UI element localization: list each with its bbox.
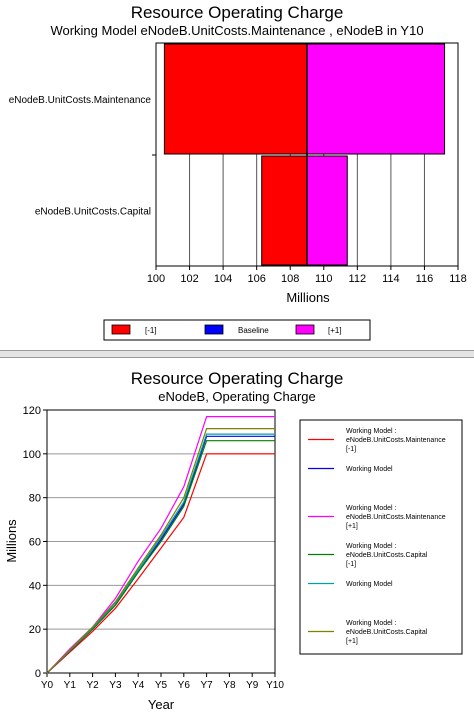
series-line bbox=[46, 427, 275, 674]
x-tick-label: Y7 bbox=[200, 680, 213, 691]
x-tick-label: Y10 bbox=[266, 680, 284, 691]
x-axis-label: Year bbox=[148, 697, 175, 712]
panel-divider[interactable] bbox=[0, 350, 474, 358]
series-line bbox=[46, 453, 275, 674]
legend-label: Working Model : eNodeB.UnitCosts.Maintena… bbox=[346, 428, 446, 453]
x-tick-label: Y1 bbox=[64, 680, 77, 691]
x-tick-label: Y8 bbox=[223, 680, 236, 691]
x-tick-label: Y0 bbox=[41, 680, 54, 691]
bar-plus bbox=[306, 43, 446, 155]
x-tick-label: Y5 bbox=[155, 680, 168, 691]
legend-label: Working Model : eNodeB.UnitCosts.Capital [… bbox=[346, 543, 428, 568]
y-tick-label: 120 bbox=[23, 405, 41, 417]
x-axis-label: Millions bbox=[286, 290, 330, 305]
x-tick-label: 118 bbox=[449, 273, 467, 285]
x-tick-label: 108 bbox=[281, 273, 299, 285]
x-tick-label: 116 bbox=[416, 273, 434, 285]
x-tick-label: 100 bbox=[147, 273, 165, 285]
legend-label-line: [-1] bbox=[346, 446, 356, 453]
x-tick-label: 114 bbox=[382, 273, 400, 285]
chart-subtitle: eNodeB, Operating Charge bbox=[158, 389, 316, 404]
tornado-chart: eNodeB.UnitCosts.Maintenance eNodeB.UnitC… bbox=[9, 42, 467, 341]
legend-label-line: Working Model : bbox=[346, 505, 397, 512]
y-axis-label: Millions bbox=[4, 519, 19, 563]
series-line bbox=[46, 415, 275, 674]
legend-swatch bbox=[204, 324, 224, 335]
chart-title: Resource Operating Charge bbox=[130, 369, 344, 388]
x-tick-label: 106 bbox=[247, 273, 265, 285]
legend-swatch bbox=[295, 324, 315, 335]
x-tick-label: 104 bbox=[214, 273, 232, 285]
legend-label-line: eNodeB.UnitCosts.Capital bbox=[346, 629, 428, 636]
line-chart-panel: Resource Operating Charge eNodeB, Operat… bbox=[0, 358, 474, 715]
legend-label-line: eNodeB.UnitCosts.Capital bbox=[346, 552, 428, 559]
legend-label-line: Working Model bbox=[346, 466, 393, 473]
legend-label-line: eNodeB.UnitCosts.Maintenance bbox=[346, 437, 446, 444]
legend-swatch bbox=[111, 324, 131, 335]
legend-label: Working Model : eNodeB.UnitCosts.Capital [… bbox=[346, 620, 428, 645]
legend-label: Working Model : eNodeB.UnitCosts.Maintena… bbox=[346, 505, 446, 530]
chart-subtitle: Working Model eNodeB.UnitCosts.Maintenan… bbox=[50, 23, 424, 38]
x-tick-label: 112 bbox=[349, 273, 367, 285]
x-tick-label: Y6 bbox=[178, 680, 191, 691]
category-label: eNodeB.UnitCosts.Capital bbox=[35, 207, 151, 218]
line-chart: 0 20 40 60 80 100 120 Y0 Y1 Y2 Y3 Y4 Y5 Y6 Y7 Y8 Y9 Y10 Ye… bbox=[4, 405, 463, 712]
y-tick-label: 80 bbox=[29, 493, 41, 505]
legend-label-line: Working Model : bbox=[346, 620, 397, 627]
y-tick-label: 20 bbox=[29, 624, 41, 636]
legend-label-line: Working Model : bbox=[346, 428, 397, 435]
bar-minus bbox=[261, 155, 308, 266]
x-tick-label: Y4 bbox=[132, 680, 145, 691]
legend-label-line: [-1] bbox=[346, 561, 356, 568]
y-tick-label: 40 bbox=[29, 580, 41, 592]
legend-box bbox=[299, 419, 463, 655]
bar-minus bbox=[163, 43, 308, 155]
legend-label-line: eNodeB.UnitCosts.Maintenance bbox=[346, 514, 446, 521]
chart-title: Resource Operating Charge bbox=[130, 3, 344, 22]
legend-label-line: [+1] bbox=[346, 638, 358, 645]
y-tick-label: 60 bbox=[29, 537, 41, 549]
y-tick-label: 0 bbox=[35, 668, 41, 680]
x-tick-label: Y3 bbox=[109, 680, 122, 691]
series-line bbox=[46, 440, 275, 674]
legend-label-line: Working Model : bbox=[346, 543, 397, 550]
legend-label: [+1] bbox=[328, 326, 342, 335]
x-tick-label: 110 bbox=[315, 273, 333, 285]
legend-label: Working Model bbox=[346, 466, 393, 473]
x-tick-label: Y9 bbox=[246, 680, 259, 691]
x-tick-label: 102 bbox=[180, 273, 198, 285]
y-tick-label: 100 bbox=[23, 449, 41, 461]
tornado-chart-panel: Resource Operating Charge Working Model … bbox=[0, 0, 474, 350]
legend-label-line: [+1] bbox=[346, 523, 358, 530]
bar-plus bbox=[306, 155, 348, 266]
legend-label-line: Working Model bbox=[346, 581, 393, 588]
legend-label: Working Model bbox=[346, 581, 393, 588]
legend-label: Baseline bbox=[238, 326, 269, 335]
category-label: eNodeB.UnitCosts.Maintenance bbox=[9, 95, 152, 106]
x-tick-label: Y2 bbox=[86, 680, 99, 691]
series-line bbox=[46, 433, 275, 674]
legend-label: [-1] bbox=[145, 326, 157, 335]
